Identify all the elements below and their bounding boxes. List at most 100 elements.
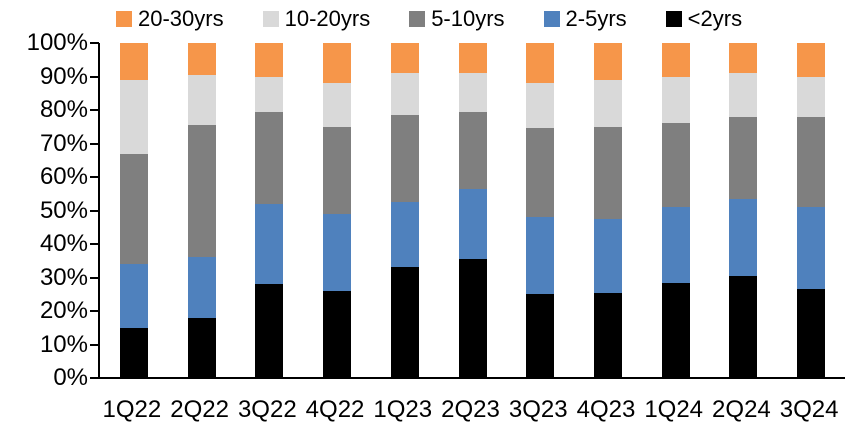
- x-axis-tick-label: 3Q24: [779, 396, 839, 423]
- legend-item: 20-30yrs: [116, 7, 224, 31]
- y-axis-tick-label: 100%: [26, 29, 88, 56]
- bar-segment-<2yrs: [255, 284, 284, 378]
- bar-segment-10-20yrs: [187, 74, 216, 126]
- x-axis-tick-label: 4Q22: [305, 396, 365, 423]
- bar-segment-2-5yrs: [526, 217, 555, 295]
- bar-segment-2-5yrs: [661, 207, 690, 283]
- bar-segment-<2yrs: [526, 294, 555, 378]
- bar-segment-2-5yrs: [187, 257, 216, 318]
- bar-segment-2-5yrs: [323, 213, 352, 291]
- stacked-bar-2Q24: [729, 43, 758, 378]
- stacked-bar-3Q22: [255, 43, 284, 378]
- stacked-bar-3Q23: [526, 43, 555, 378]
- legend-item: <2yrs: [665, 6, 743, 31]
- y-axis-tick-label: 20%: [39, 297, 88, 324]
- bar-segment-10-20yrs: [323, 83, 352, 127]
- y-axis-tick-mark: [90, 42, 99, 44]
- bar-segment-20-30yrs: [729, 43, 758, 74]
- bar-segment-5-10yrs: [323, 126, 352, 214]
- bar-segment-20-30yrs: [661, 43, 690, 77]
- stacked-bar-4Q22: [323, 43, 352, 378]
- bar-segment-10-20yrs: [390, 73, 419, 116]
- y-axis-tick-mark: [90, 176, 99, 178]
- bar-segment-2-5yrs: [797, 207, 826, 290]
- bar-segment-20-30yrs: [526, 43, 555, 84]
- bar-segment-20-30yrs: [187, 43, 216, 75]
- bar-segment-20-30yrs: [323, 43, 352, 84]
- bar-segment-<2yrs: [390, 267, 419, 378]
- bar-segment-20-30yrs: [390, 43, 419, 74]
- stacked-bar-1Q24: [661, 43, 690, 378]
- legend-label: 10-20yrs: [284, 6, 371, 31]
- bar-segment-5-10yrs: [390, 115, 419, 203]
- y-axis-tick-mark: [90, 75, 99, 78]
- bar-segment-<2yrs: [661, 282, 690, 378]
- y-axis-tick-label: 90%: [39, 62, 88, 90]
- x-axis-tick-label: 3Q23: [508, 396, 568, 423]
- bar-segment-20-30yrs: [255, 43, 284, 77]
- bar-segment-10-20yrs: [661, 76, 690, 124]
- bar-segment-5-10yrs: [661, 123, 690, 208]
- bar-segment-5-10yrs: [593, 126, 622, 219]
- bar-segment-20-30yrs: [797, 43, 826, 77]
- bar-segment-2-5yrs: [593, 218, 622, 293]
- y-axis-tick-mark: [90, 276, 99, 279]
- bar-segment-20-30yrs: [119, 43, 148, 80]
- bar-segment-10-20yrs: [797, 76, 826, 117]
- x-axis-tick-label: 2Q22: [170, 396, 229, 423]
- bar-segment-20-30yrs: [593, 43, 622, 80]
- legend-item: 10-20yrs: [262, 6, 371, 31]
- y-axis-tick-label: 50%: [39, 196, 88, 224]
- legend-label: 2-5yrs: [565, 6, 627, 31]
- bar-segment-2-5yrs: [390, 202, 419, 268]
- bar-segment-5-10yrs: [526, 128, 555, 218]
- legend-swatch-icon: [543, 11, 560, 27]
- bar-segment-5-10yrs: [119, 153, 148, 265]
- stacked-bar-2Q23: [458, 43, 487, 378]
- bar-segment-10-20yrs: [593, 79, 622, 127]
- y-axis-tick-mark: [90, 109, 99, 111]
- chart-legend: 20-30yrs 10-20yrs 5-10yrs 2-5yrs <2yrs: [116, 7, 742, 31]
- y-axis-tick-label: 10%: [39, 330, 88, 358]
- bar-segment-5-10yrs: [255, 111, 284, 204]
- bar-segment-2-5yrs: [458, 188, 487, 260]
- stacked-bar-1Q23: [390, 43, 419, 378]
- x-axis-tick-label: 1Q23: [373, 396, 433, 423]
- bar-segment-10-20yrs: [458, 73, 487, 112]
- stacked-bar-2Q22: [187, 43, 216, 378]
- bar-segment-<2yrs: [593, 292, 622, 378]
- y-axis-tick-label: 0%: [53, 364, 88, 391]
- bar-segment-20-30yrs: [458, 43, 487, 74]
- bar-segment-10-20yrs: [119, 79, 148, 154]
- bar-segment-2-5yrs: [119, 264, 148, 328]
- bar-segment-2-5yrs: [255, 203, 284, 285]
- bar-segment-<2yrs: [458, 259, 487, 378]
- legend-swatch-icon: [262, 11, 279, 27]
- x-axis-tick-label: 3Q22: [237, 396, 297, 423]
- x-axis-tick-label: 1Q22: [102, 396, 162, 423]
- legend-label: <2yrs: [687, 6, 743, 31]
- bar-segment-<2yrs: [729, 275, 758, 378]
- legend-swatch-icon: [409, 11, 426, 27]
- bar-segment-<2yrs: [119, 327, 148, 378]
- plot-area: [98, 43, 845, 378]
- y-axis-tick-label: 60%: [39, 163, 88, 190]
- x-axis-line: [90, 377, 845, 379]
- y-axis-tick-mark: [90, 343, 99, 346]
- bar-segment-10-20yrs: [255, 76, 284, 112]
- stacked-bar-3Q24: [797, 43, 826, 378]
- y-axis-tick-label: 80%: [39, 96, 88, 123]
- bar-segment-2-5yrs: [729, 198, 758, 276]
- bar-segment-5-10yrs: [797, 116, 826, 208]
- y-axis-tick-mark: [90, 243, 99, 245]
- legend-item: 2-5yrs: [543, 6, 627, 31]
- y-axis-tick-mark: [90, 310, 99, 312]
- bar-segment-5-10yrs: [729, 116, 758, 199]
- legend-swatch-icon: [116, 11, 132, 27]
- bar-segment-<2yrs: [323, 290, 352, 378]
- stacked-bar-4Q23: [593, 43, 622, 378]
- bar-segment-<2yrs: [797, 289, 826, 378]
- bar-segment-10-20yrs: [729, 73, 758, 117]
- bar-segment-5-10yrs: [187, 125, 216, 258]
- legend-item: 5-10yrs: [409, 7, 505, 31]
